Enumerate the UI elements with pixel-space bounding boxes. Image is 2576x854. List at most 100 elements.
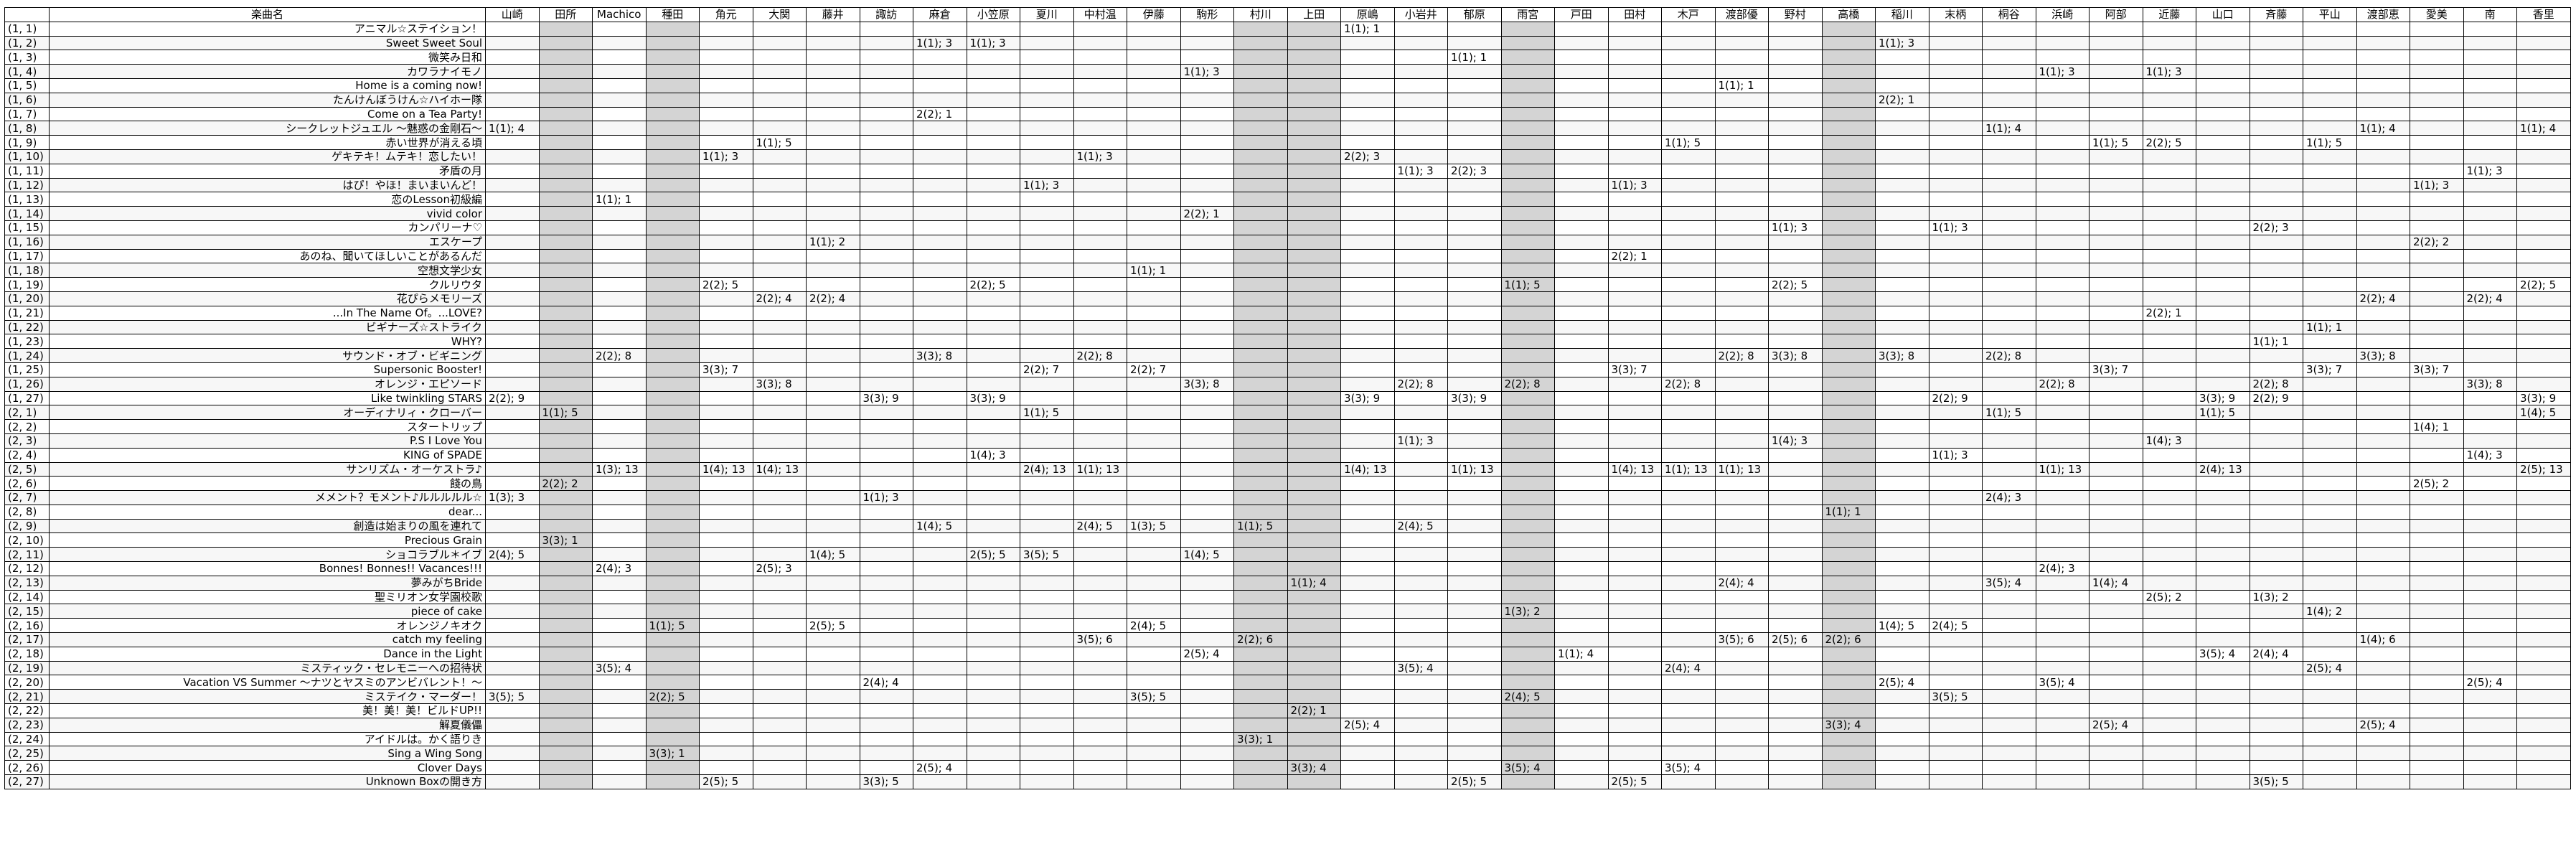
assignment-cell [752,192,807,207]
assignment-cell [645,760,700,776]
assignment-cell [1554,50,1609,65]
song-title: 微笑み日和 [49,50,486,65]
assignment-cell [1340,703,1395,718]
assignment-cell [1340,774,1395,789]
assignment-cell [1821,220,1876,235]
assignment-cell [1928,92,1983,108]
assignment-cell [913,291,967,306]
assignment-cell [1714,405,1769,421]
assignment-cell [806,746,860,761]
assignment-cell [2410,334,2464,349]
assignment-cell [1127,92,1181,108]
assignment-cell [645,461,700,477]
header-person: 斉藤 [2249,7,2303,22]
assignment-cell: 1(4); 3 [2463,447,2517,463]
assignment-cell [1875,177,1929,193]
assignment-cell [1020,163,1074,179]
assignment-cell [1447,532,1502,548]
assignment-cell [2303,575,2357,591]
assignment-cell [1020,21,1074,37]
assignment-cell [1393,319,1448,335]
assignment-cell [2142,206,2196,221]
row-index: (2, 1) [4,405,50,421]
assignment-cell [1233,390,1288,406]
assignment-cell [1982,604,2036,619]
assignment-cell: 3(5); 4 [592,660,647,676]
assignment-cell [1875,476,1929,492]
assignment-cell [2142,561,2196,576]
assignment-cell [913,675,967,690]
song-title: ...In The Name Of。...LOVE? [49,305,486,321]
assignment-cell [1875,319,1929,335]
assignment-cell [2303,163,2357,179]
assignment-cell [913,21,967,37]
assignment-cell [2089,376,2143,392]
assignment-cell [1500,675,1555,690]
assignment-cell [2089,291,2143,306]
assignment-cell [1340,362,1395,377]
assignment-cell [1500,433,1555,449]
table-row: (2, 3) P.S I Love You 1(1); 3 1(4); 3 1(4); … [4,433,2571,449]
assignment-cell: 3(5); 4 [1982,575,2036,591]
assignment-cell [538,660,593,676]
assignment-cell [1768,717,1823,733]
assignment-cell [1821,575,1876,591]
assignment-cell [1340,348,1395,363]
assignment-cell [592,618,647,634]
assignment-cell [1447,177,1502,193]
assignment-cell [1340,177,1395,193]
assignment-cell [1714,135,1769,150]
assignment-cell [913,376,967,392]
assignment-cell [485,660,540,676]
assignment-cell [2463,618,2517,634]
assignment-cell [2249,248,2303,264]
assignment-cell [2249,92,2303,108]
assignment-cell [1287,376,1341,392]
assignment-cell: 3(3); 4 [1821,717,1876,733]
assignment-cell [592,547,647,563]
assignment-cell [1233,675,1288,690]
assignment-cell [485,760,540,776]
assignment-cell [645,660,700,676]
assignment-cell [1607,575,1662,591]
assignment-cell [1661,277,1716,292]
assignment-cell: 1(4); 13 [1607,461,1662,477]
assignment-cell [592,604,647,619]
assignment-cell [1928,405,1983,421]
assignment-cell [752,774,807,789]
assignment-cell [2142,504,2196,520]
assignment-cell [2516,760,2571,776]
assignment-cell [538,675,593,690]
assignment-cell [2089,78,2143,93]
assignment-cell: 2(2); 1 [1875,92,1929,108]
assignment-cell [645,447,700,463]
assignment-cell [1393,632,1448,647]
assignment-cell [2516,149,2571,164]
assignment-cell [2410,206,2464,221]
assignment-cell [2035,419,2090,434]
assignment-cell [2410,50,2464,65]
assignment-cell [2410,646,2464,662]
assignment-cell [1554,248,1609,264]
assignment-cell [2463,405,2517,421]
row-index: (1, 3) [4,50,50,65]
assignment-cell [2516,348,2571,363]
assignment-cell [2516,177,2571,193]
assignment-cell [592,362,647,377]
assignment-cell [2410,518,2464,534]
assignment-cell [1982,319,2036,335]
header-person: 諏訪 [859,7,913,22]
assignment-cell [1982,220,2036,235]
assignment-cell [699,220,753,235]
assignment-cell [2463,64,2517,79]
assignment-cell [1928,348,1983,363]
assignment-cell [1447,192,1502,207]
assignment-cell [752,21,807,37]
assignment-cell: 3(5); 4 [1661,760,1716,776]
assignment-cell [966,746,1020,761]
assignment-cell [2356,675,2410,690]
assignment-cell [2303,717,2357,733]
assignment-cell [806,717,860,733]
